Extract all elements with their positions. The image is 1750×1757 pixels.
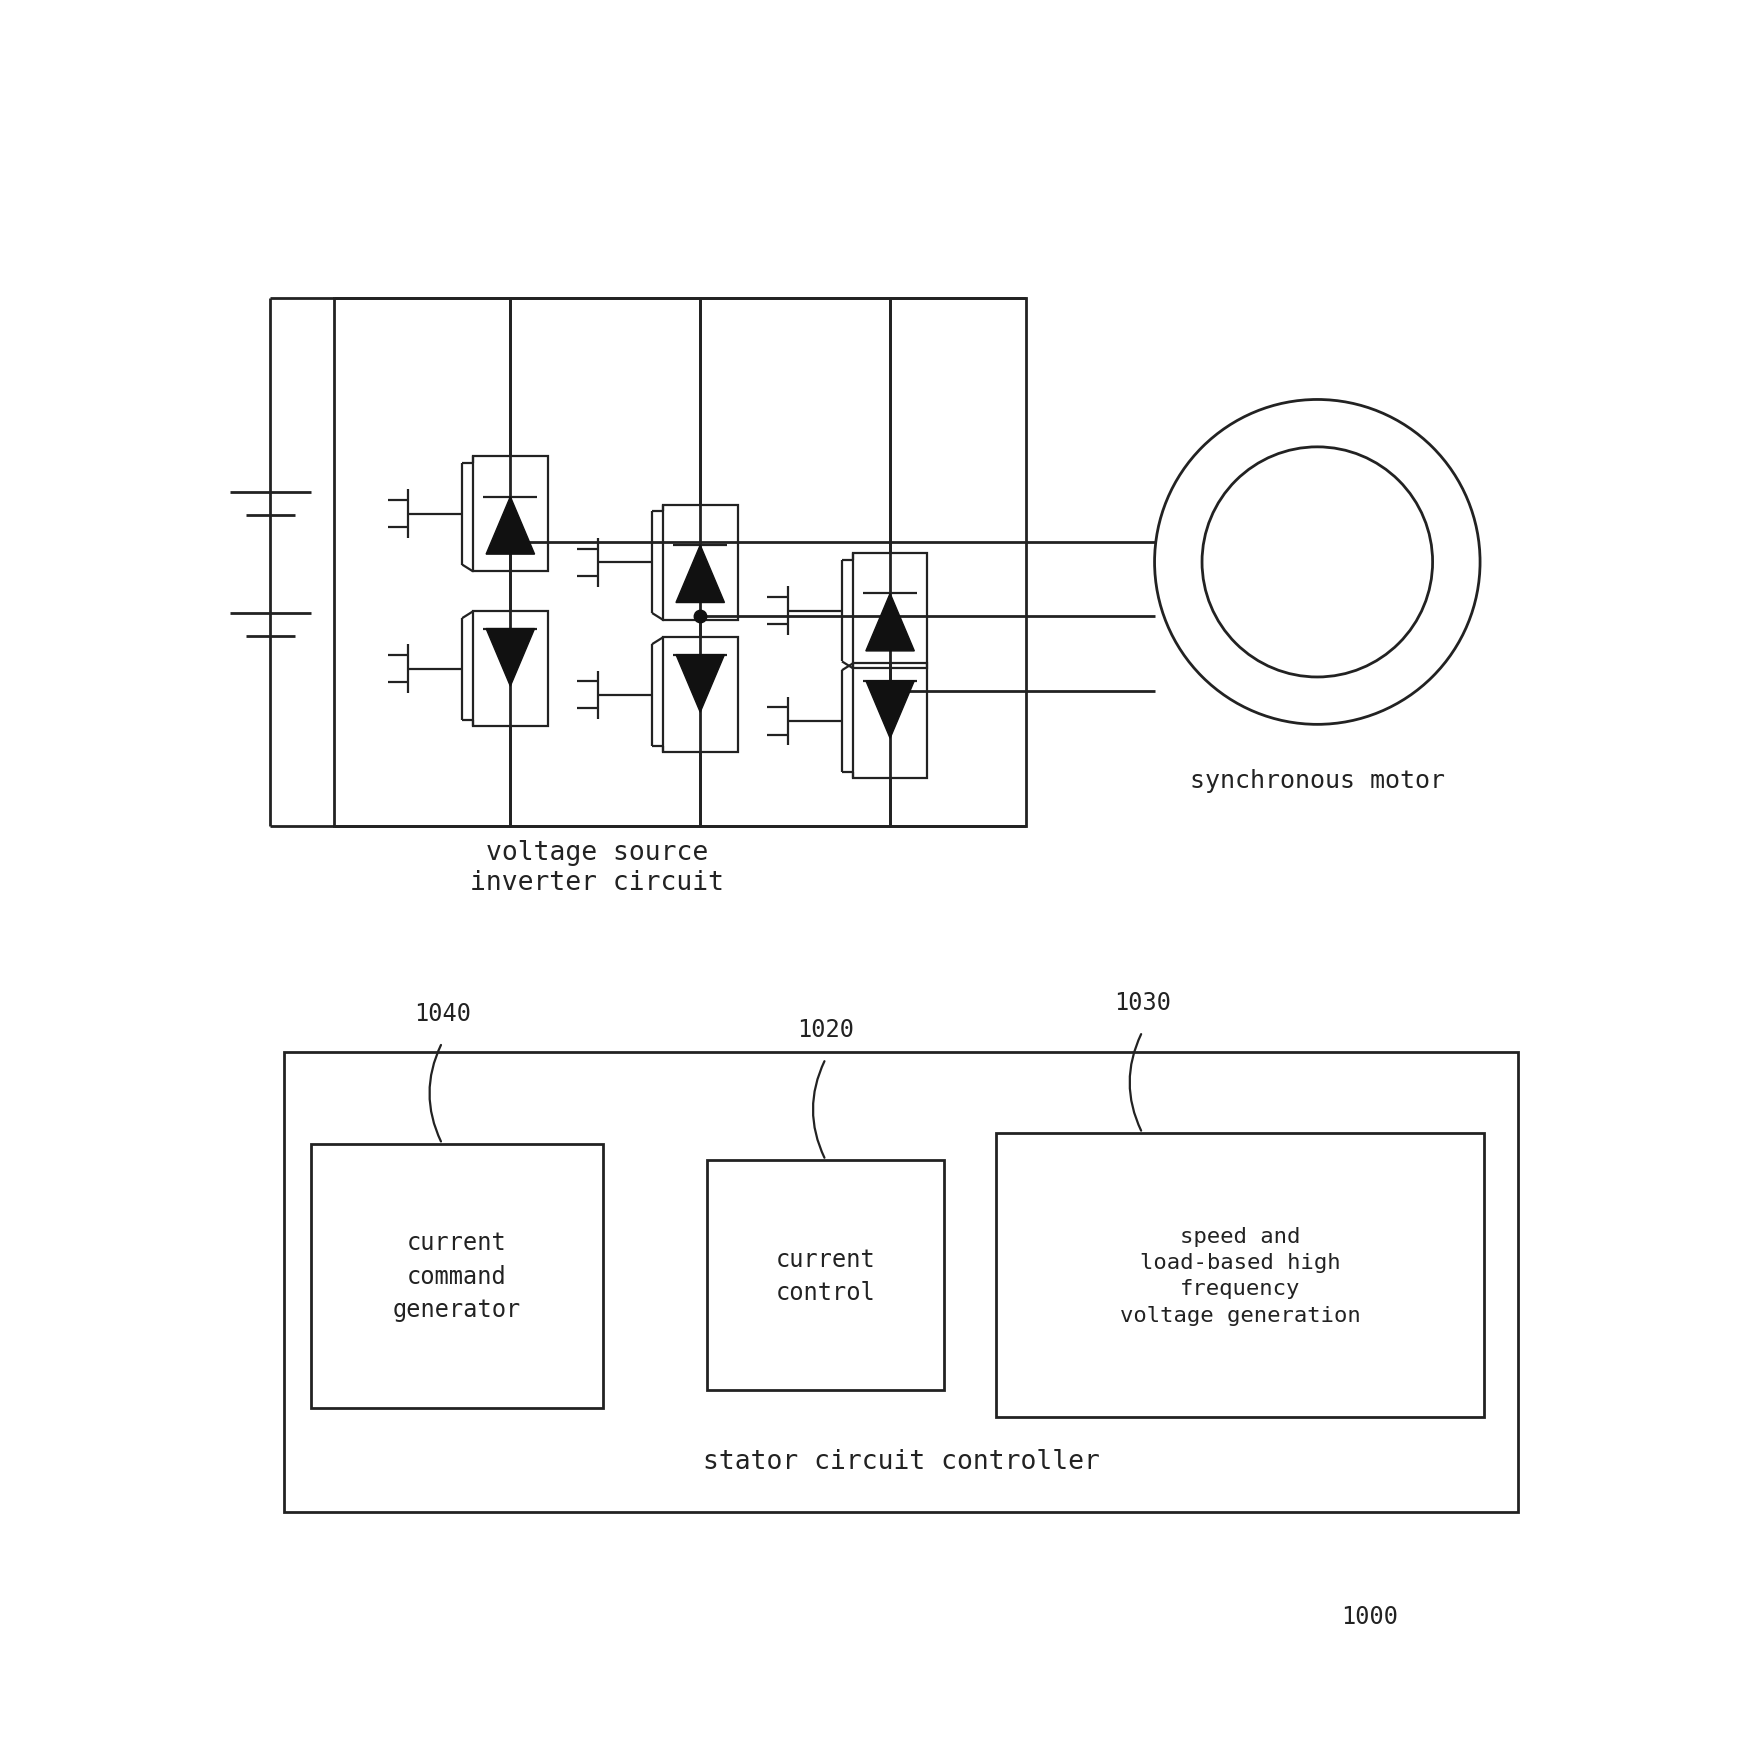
Polygon shape <box>487 629 534 687</box>
Bar <box>707 1161 945 1390</box>
Text: stator circuit controller: stator circuit controller <box>702 1448 1099 1474</box>
Bar <box>284 1052 1517 1513</box>
Text: current
command
generator: current command generator <box>392 1230 522 1321</box>
Text: 1020: 1020 <box>798 1017 854 1042</box>
Bar <box>996 1133 1484 1418</box>
Text: 1040: 1040 <box>413 1001 471 1026</box>
Bar <box>312 1144 602 1407</box>
Text: speed and
load-based high
frequency
voltage generation: speed and load-based high frequency volt… <box>1120 1226 1360 1325</box>
Bar <box>473 611 548 727</box>
Bar <box>473 457 548 573</box>
Polygon shape <box>676 655 724 713</box>
Polygon shape <box>676 546 724 603</box>
Text: synchronous motor: synchronous motor <box>1190 768 1445 792</box>
Polygon shape <box>487 497 534 555</box>
Bar <box>852 664 928 778</box>
Polygon shape <box>866 594 914 652</box>
Text: 1000: 1000 <box>1340 1604 1398 1629</box>
Bar <box>852 553 928 669</box>
Text: voltage source
inverter circuit: voltage source inverter circuit <box>469 840 724 896</box>
Text: 1030: 1030 <box>1113 991 1171 1014</box>
Text: current
control: current control <box>775 1247 875 1304</box>
Bar <box>334 299 1026 826</box>
Polygon shape <box>866 682 914 738</box>
Bar <box>663 638 737 754</box>
Bar <box>663 506 737 620</box>
